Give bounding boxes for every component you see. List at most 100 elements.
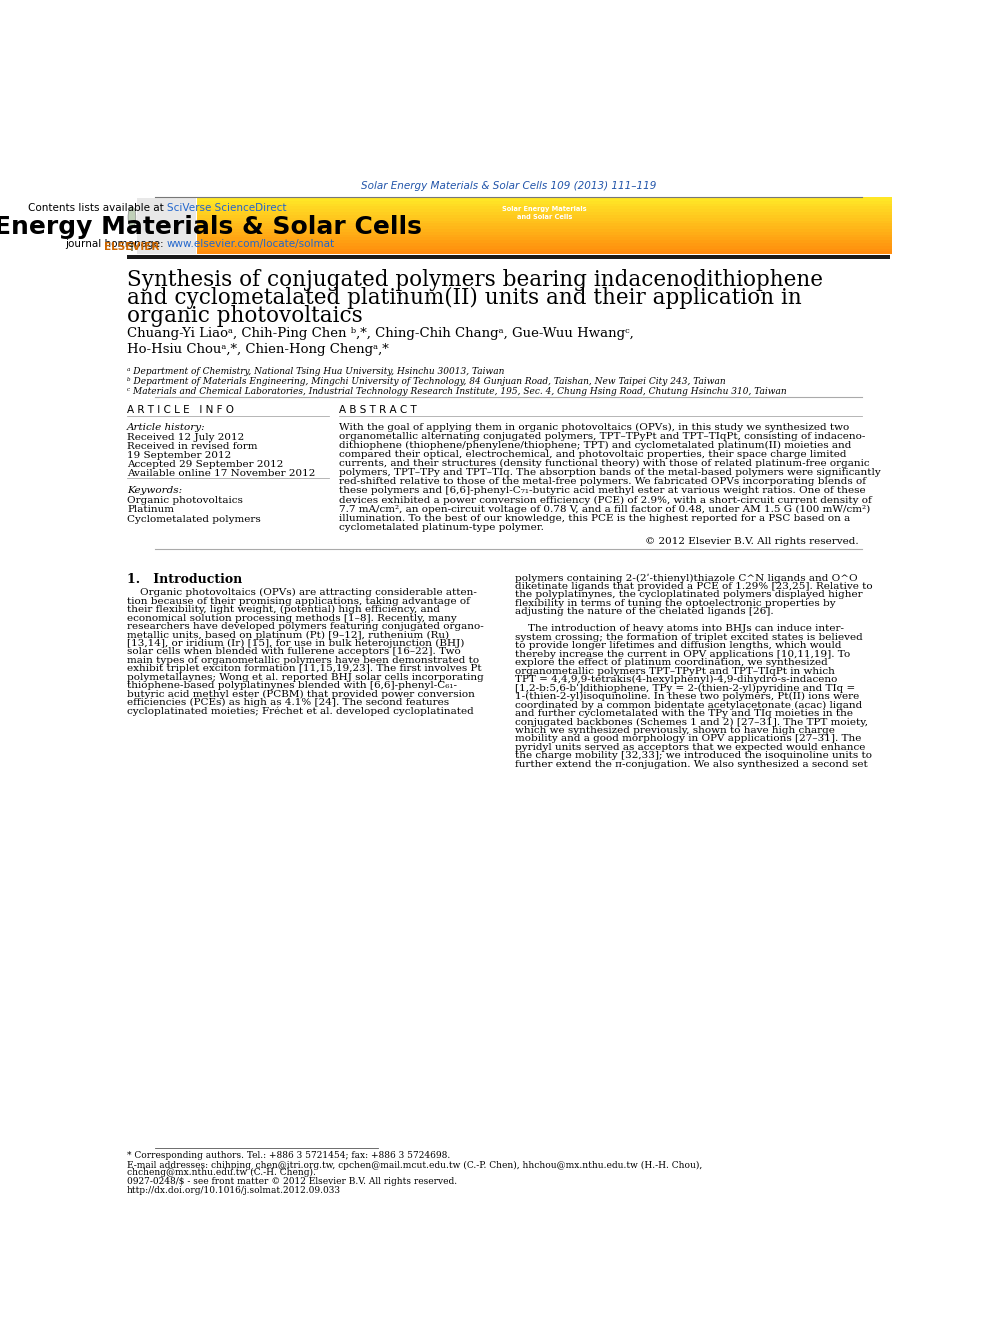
FancyBboxPatch shape [137,198,196,254]
Text: © 2012 Elsevier B.V. All rights reserved.: © 2012 Elsevier B.V. All rights reserved… [645,537,858,546]
Text: Contents lists available at: Contents lists available at [28,202,167,213]
Text: A R T I C L E   I N F O: A R T I C L E I N F O [127,405,234,415]
Text: cycloplatinated moieties; Fréchet et al. developed cycloplatinated: cycloplatinated moieties; Fréchet et al.… [127,706,474,716]
Text: www.elsevier.com/locate/solmat: www.elsevier.com/locate/solmat [167,239,334,249]
Text: Article history:: Article history: [127,423,205,431]
Text: Solar Energy Materials
and Solar Cells: Solar Energy Materials and Solar Cells [502,206,587,220]
FancyBboxPatch shape [197,200,892,204]
Text: Available online 17 November 2012: Available online 17 November 2012 [127,470,315,478]
FancyBboxPatch shape [131,243,133,251]
Text: With the goal of applying them in organic photovoltaics (OPVs), in this study we: With the goal of applying them in organi… [338,423,849,433]
Text: Solar Energy Materials & Solar Cells: Solar Energy Materials & Solar Cells [0,214,422,238]
FancyBboxPatch shape [197,234,892,237]
Text: the polyplatinynes, the cycloplatinated polymers displayed higher: the polyplatinynes, the cycloplatinated … [515,590,862,599]
FancyBboxPatch shape [197,220,892,224]
FancyBboxPatch shape [127,255,890,259]
Text: to provide longer lifetimes and diffusion lengths, which would: to provide longer lifetimes and diffusio… [515,642,841,650]
Text: cyclometalated platinum-type polymer.: cyclometalated platinum-type polymer. [338,523,544,532]
Text: 1-(thien-2-yl)isoquinoline. In these two polymers, Pt(II) ions were: 1-(thien-2-yl)isoquinoline. In these two… [515,692,859,701]
FancyBboxPatch shape [197,209,892,212]
Text: Organic photovoltaics (OPVs) are attracting considerable atten-: Organic photovoltaics (OPVs) are attract… [127,589,477,597]
Text: metallic units, based on platinum (Pt) [9–12], ruthenium (Ru): metallic units, based on platinum (Pt) [… [127,631,449,639]
FancyBboxPatch shape [197,242,892,246]
Text: their flexibility, light weight, (potential) high efficiency, and: their flexibility, light weight, (potent… [127,605,440,614]
FancyBboxPatch shape [197,228,892,232]
Text: dithiophene (thiophene/phenylene/thiophene; TPT) and cyclometalated platinum(II): dithiophene (thiophene/phenylene/thiophe… [338,441,851,450]
FancyBboxPatch shape [197,250,892,254]
FancyBboxPatch shape [197,245,892,249]
Text: chcheng@mx.nthu.edu.tw (C.-H. Cheng).: chcheng@mx.nthu.edu.tw (C.-H. Cheng). [127,1168,316,1177]
FancyBboxPatch shape [197,214,892,218]
Text: system crossing; the formation of triplet excited states is believed: system crossing; the formation of triple… [515,632,862,642]
Text: ᵃ Department of Chemistry, National Tsing Hua University, Hsinchu 30013, Taiwan: ᵃ Department of Chemistry, National Tsin… [127,366,505,376]
FancyBboxPatch shape [197,225,892,229]
Text: journal homepage:: journal homepage: [64,239,167,249]
Text: Ho-Hsiu Chouᵃ,*, Chien-Hong Chengᵃ,*: Ho-Hsiu Chouᵃ,*, Chien-Hong Chengᵃ,* [127,343,389,356]
Text: Received 12 July 2012: Received 12 July 2012 [127,433,244,442]
Text: and cyclometalated platinum(II) units and their application in: and cyclometalated platinum(II) units an… [127,287,802,310]
Text: pyridyl units served as acceptors that we expected would enhance: pyridyl units served as acceptors that w… [515,744,865,751]
Text: efficiencies (PCEs) as high as 4.1% [24]. The second features: efficiencies (PCEs) as high as 4.1% [24]… [127,699,449,708]
FancyBboxPatch shape [197,212,892,214]
Text: solar cells when blended with fullerene acceptors [16–22]. Two: solar cells when blended with fullerene … [127,647,461,656]
Text: polymetallaynes; Wong et al. reported BHJ solar cells incorporating: polymetallaynes; Wong et al. reported BH… [127,673,484,681]
Text: the charge mobility [32,33]; we introduced the isoquinoline units to: the charge mobility [32,33]; we introduc… [515,751,872,761]
Text: Organic photovoltaics: Organic photovoltaics [127,496,243,505]
Text: * Corresponding authors. Tel.: +886 3 5721454; fax: +886 3 5724698.: * Corresponding authors. Tel.: +886 3 57… [127,1151,450,1160]
FancyBboxPatch shape [197,197,892,201]
Text: organic photovoltaics: organic photovoltaics [127,306,363,327]
FancyBboxPatch shape [127,198,137,254]
Text: economical solution processing methods [1–8]. Recently, many: economical solution processing methods [… [127,614,457,623]
FancyBboxPatch shape [197,232,892,234]
FancyBboxPatch shape [197,222,892,226]
Text: and further cyclometalated with the TPy and TIq moieties in the: and further cyclometalated with the TPy … [515,709,852,718]
Text: thiophene-based polyplatinynes blended with [6,6]-phenyl-C₆₁-: thiophene-based polyplatinynes blended w… [127,681,457,691]
Text: 1.   Introduction: 1. Introduction [127,573,242,586]
FancyBboxPatch shape [197,239,892,243]
Text: tion because of their promising applications, taking advantage of: tion because of their promising applicat… [127,597,470,606]
Text: red-shifted relative to those of the metal-free polymers. We fabricated OPVs inc: red-shifted relative to those of the met… [338,478,866,487]
Text: which we synthesized previously, shown to have high charge: which we synthesized previously, shown t… [515,726,834,736]
Text: TPT = 4,4,9,9-tetrakis(4-hexylphenyl)-4,9-dihydro-s-indaceno: TPT = 4,4,9,9-tetrakis(4-hexylphenyl)-4,… [515,675,837,684]
FancyBboxPatch shape [197,237,892,241]
Text: http://dx.doi.org/10.1016/j.solmat.2012.09.033: http://dx.doi.org/10.1016/j.solmat.2012.… [127,1185,341,1195]
Text: SciVerse ScienceDirect: SciVerse ScienceDirect [167,202,286,213]
Text: exhibit triplet exciton formation [11,15,19,23]. The first involves Pt: exhibit triplet exciton formation [11,15… [127,664,482,673]
Text: thereby increase the current in OPV applications [10,11,19]. To: thereby increase the current in OPV appl… [515,650,850,659]
Text: E-mail addresses: chihping_chen@itri.org.tw, cpchen@mail.mcut.edu.tw (C.-P. Chen: E-mail addresses: chihping_chen@itri.org… [127,1160,702,1170]
Text: 19 September 2012: 19 September 2012 [127,451,231,460]
FancyBboxPatch shape [197,247,892,251]
Text: adjusting the nature of the chelated ligands [26].: adjusting the nature of the chelated lig… [515,607,773,617]
Text: organometallic polymers TPT–TPyPt and TPT–TIqPt in which: organometallic polymers TPT–TPyPt and TP… [515,667,834,676]
Text: ELSEVIER: ELSEVIER [104,242,160,251]
Text: Synthesis of conjugated polymers bearing indacenodithiophene: Synthesis of conjugated polymers bearing… [127,269,823,291]
Text: currents, and their structures (density functional theory) with those of related: currents, and their structures (density … [338,459,869,468]
Text: 0927-0248/$ - see front matter © 2012 Elsevier B.V. All rights reserved.: 0927-0248/$ - see front matter © 2012 El… [127,1177,457,1187]
Text: [13,14], or iridium (Ir) [15], for use in bulk heterojunction (BHJ): [13,14], or iridium (Ir) [15], for use i… [127,639,464,648]
Text: further extend the π-conjugation. We also synthesized a second set: further extend the π-conjugation. We als… [515,759,867,769]
Text: illumination. To the best of our knowledge, this PCE is the highest reported for: illumination. To the best of our knowled… [338,513,850,523]
Text: ᵇ Department of Materials Engineering, Mingchi University of Technology, 84 Gunj: ᵇ Department of Materials Engineering, M… [127,377,726,386]
Text: devices exhibited a power conversion efficiency (PCE) of 2.9%, with a short-circ: devices exhibited a power conversion eff… [338,496,871,504]
Text: ᶜ Materials and Chemical Laboratories, Industrial Technology Research Institute,: ᶜ Materials and Chemical Laboratories, I… [127,388,787,397]
Text: 7.7 mA/cm², an open-circuit voltage of 0.78 V, and a fill factor of 0.48, under : 7.7 mA/cm², an open-circuit voltage of 0… [338,504,870,513]
Text: butyric acid methyl ester (PCBM) that provided power conversion: butyric acid methyl ester (PCBM) that pr… [127,689,475,699]
FancyBboxPatch shape [197,217,892,221]
Text: mobility and a good morphology in OPV applications [27–31]. The: mobility and a good morphology in OPV ap… [515,734,861,744]
Text: [1,2-b:5,6-bʹ]dithiophene, TPy = 2-(thien-2-yl)pyridine and TIq =: [1,2-b:5,6-bʹ]dithiophene, TPy = 2-(thie… [515,684,855,693]
Text: researchers have developed polymers featuring conjugated organo-: researchers have developed polymers feat… [127,622,484,631]
Text: Keywords:: Keywords: [127,486,183,495]
Text: polymers containing 2-(2ʹ-thienyl)thiazole C^N ligands and O^O: polymers containing 2-(2ʹ-thienyl)thiazo… [515,573,857,582]
Text: Chuang-Yi Liaoᵃ, Chih-Ping Chen ᵇ,*, Ching-Chih Changᵃ, Gue-Wuu Hwangᶜ,: Chuang-Yi Liaoᵃ, Chih-Ping Chen ᵇ,*, Chi… [127,327,634,340]
Text: polymers, TPT–TPy and TPT–TIq. The absorption bands of the metal-based polymers : polymers, TPT–TPy and TPT–TIq. The absor… [338,468,881,478]
Text: compared their optical, electrochemical, and photovoltaic properties, their spac: compared their optical, electrochemical,… [338,450,846,459]
Text: The introduction of heavy atoms into BHJs can induce inter-: The introduction of heavy atoms into BHJ… [515,624,843,634]
Text: Cyclometalated polymers: Cyclometalated polymers [127,515,261,524]
Text: Solar Energy Materials & Solar Cells 109 (2013) 111–119: Solar Energy Materials & Solar Cells 109… [361,181,656,191]
FancyBboxPatch shape [197,205,892,209]
Text: these polymers and [6,6]-phenyl-C₇₁-butyric acid methyl ester at various weight : these polymers and [6,6]-phenyl-C₇₁-buty… [338,487,865,496]
FancyBboxPatch shape [197,202,892,206]
Text: Received in revised form: Received in revised form [127,442,258,451]
Ellipse shape [128,206,136,228]
Text: coordinated by a common bidentate acetylacetonate (acac) ligand: coordinated by a common bidentate acetyl… [515,701,862,709]
